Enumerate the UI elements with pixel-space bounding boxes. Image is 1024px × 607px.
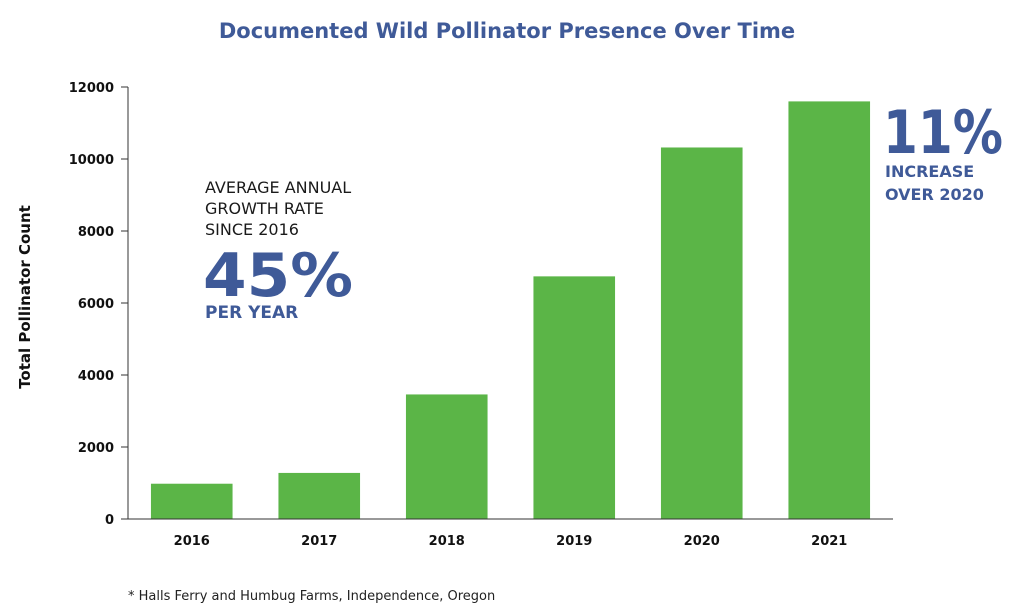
bar-2019 bbox=[533, 276, 616, 519]
x-tick-label: 2020 bbox=[684, 534, 720, 549]
y-axis-ticks: 0 2000 4000 6000 8000 10000 12000 bbox=[69, 81, 128, 528]
growth-line-1: AVERAGE ANNUAL bbox=[205, 178, 351, 197]
footnote: * Halls Ferry and Humbug Farms, Independ… bbox=[128, 589, 495, 604]
x-tick-label: 2016 bbox=[174, 534, 210, 549]
bar-2018 bbox=[405, 394, 488, 519]
growth-line-2: GROWTH RATE bbox=[205, 199, 324, 218]
y-tick-label: 10000 bbox=[69, 153, 114, 168]
increase-annotation: 11% INCREASE OVER 2020 bbox=[883, 98, 1003, 204]
x-axis-ticks: 2016 2017 2018 2019 2020 2021 bbox=[174, 534, 848, 549]
y-tick-label: 2000 bbox=[78, 441, 114, 456]
growth-unit: PER YEAR bbox=[205, 303, 298, 323]
y-tick-label: 4000 bbox=[78, 369, 114, 384]
increase-value: 11% bbox=[883, 98, 1003, 168]
x-tick-label: 2018 bbox=[429, 534, 465, 549]
bars bbox=[150, 101, 871, 520]
increase-line-1: INCREASE bbox=[885, 162, 974, 181]
growth-value: 45% bbox=[203, 241, 353, 311]
x-tick-label: 2021 bbox=[811, 534, 847, 549]
bar-2016 bbox=[150, 483, 233, 519]
y-tick-label: 0 bbox=[105, 513, 114, 528]
x-tick-label: 2017 bbox=[301, 534, 337, 549]
bar-2020 bbox=[660, 147, 743, 520]
growth-annotation: AVERAGE ANNUAL GROWTH RATE SINCE 2016 45… bbox=[203, 178, 353, 323]
y-tick-label: 6000 bbox=[78, 297, 114, 312]
bar-2017 bbox=[278, 472, 361, 519]
growth-line-3: SINCE 2016 bbox=[205, 220, 299, 239]
increase-line-2: OVER 2020 bbox=[885, 185, 984, 204]
bar-2021 bbox=[788, 101, 871, 520]
chart-title: Documented Wild Pollinator Presence Over… bbox=[219, 19, 795, 43]
y-tick-label: 12000 bbox=[69, 81, 114, 96]
y-tick-label: 8000 bbox=[78, 225, 114, 240]
x-tick-label: 2019 bbox=[556, 534, 592, 549]
y-axis-label: Total Pollinator Count bbox=[16, 205, 34, 389]
